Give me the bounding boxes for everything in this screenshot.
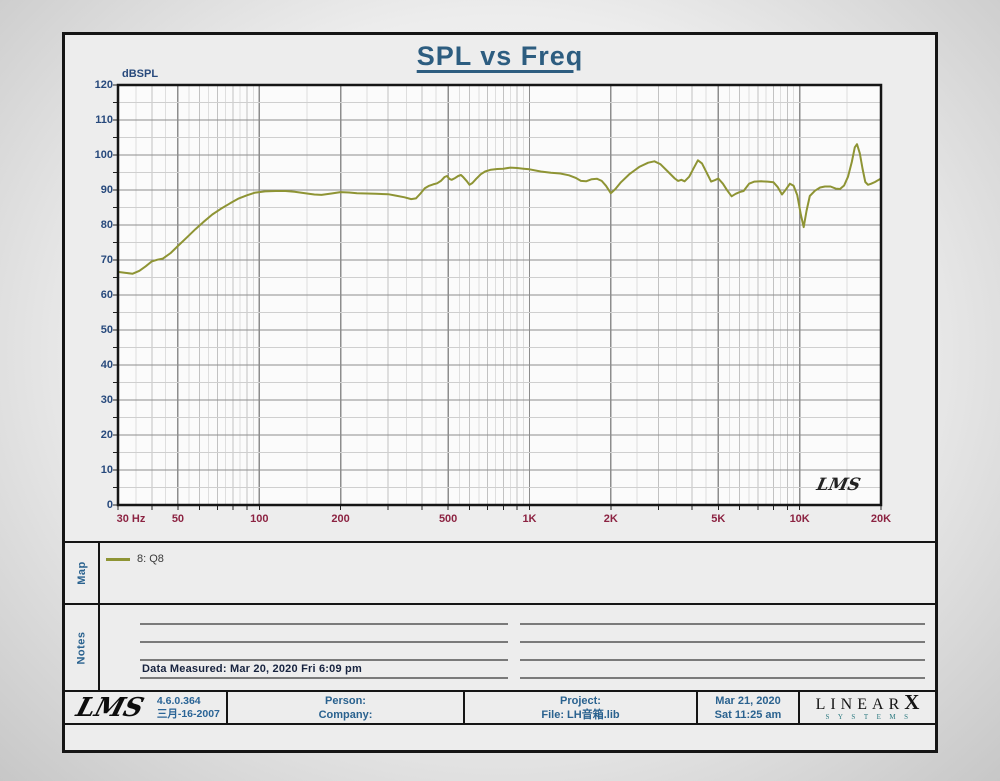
y-tick-label: 60 <box>100 289 113 301</box>
legend-label: 8: Q8 <box>137 553 164 565</box>
version-date: 三月-16-2007 <box>156 707 220 720</box>
footer-time: Sat 11:25 am <box>714 708 782 721</box>
person-label: Person: <box>325 694 366 707</box>
x-tick-label: 500 <box>438 513 458 525</box>
map-section: Map 8: Q8 <box>65 541 935 605</box>
map-label: Map <box>75 561 88 585</box>
chart-title: SPL vs Freq <box>416 41 584 71</box>
company-label: Company: <box>318 708 373 721</box>
notes-rule-line <box>140 641 508 643</box>
notes-rule-line <box>520 641 925 643</box>
notes-label: Notes <box>75 630 88 665</box>
notes-rule-line <box>140 623 508 625</box>
y-tick-label: 30 <box>100 394 113 406</box>
y-tick-label: 20 <box>100 429 113 441</box>
version-number: 4.6.0.364 <box>156 694 201 707</box>
x-tick-label: 30 Hz <box>116 513 146 525</box>
x-tick-label: 2K <box>603 513 618 525</box>
x-tick-label: 10K <box>789 513 810 525</box>
lms-window: SPL vs Freq dBSPL 120 110 100 90 80 70 60 50 40 3… <box>62 32 938 753</box>
x-tick-label: 200 <box>331 513 350 525</box>
project-label: Project: <box>560 694 601 707</box>
notes-rule-line <box>520 677 925 679</box>
footer-person-cell: Person: Company: <box>228 692 465 723</box>
y-tick-label: 40 <box>100 359 113 371</box>
y-tick-label: 50 <box>100 324 113 336</box>
spl-vs-freq-plot <box>113 83 883 510</box>
lms-logo: LMS <box>72 692 148 723</box>
notes-section: Notes Data Measured: Mar 20, 2020 Fri 6:… <box>65 605 935 690</box>
x-tick-label: 5K <box>711 513 726 525</box>
y-tick-label: 110 <box>95 114 113 126</box>
footer-version-cell: LMS 4.6.0.364 三月-16-2007 <box>65 692 228 723</box>
lms-plot-signature: LMS <box>814 475 863 495</box>
footer-project-cell: Project: File: LH音箱.lib <box>465 692 698 723</box>
x-tick-label: 50 <box>171 513 185 525</box>
notes-content: Data Measured: Mar 20, 2020 Fri 6:09 pm <box>100 605 935 690</box>
y-tick-label: 70 <box>100 254 113 266</box>
map-content: 8: Q8 <box>100 543 935 603</box>
y-tick-label: 0 <box>106 499 113 511</box>
linearx-logo: LINEAR X SYSTEMS <box>800 692 935 723</box>
x-tick-label: 20K <box>870 513 892 525</box>
x-tick-label: 1K <box>522 513 537 525</box>
data-measured-text: Data Measured: Mar 20, 2020 Fri 6:09 pm <box>142 663 362 675</box>
notes-rule-line <box>140 659 508 661</box>
y-tick-label: 10 <box>100 464 113 476</box>
linearx-wordmark: LINEAR X <box>815 692 920 714</box>
notes-rule-line <box>140 677 508 679</box>
footer-bar: LMS 4.6.0.364 三月-16-2007 Person: Company… <box>65 690 935 725</box>
footer-date: Mar 21, 2020 <box>715 694 781 707</box>
notes-section-strip: Notes <box>65 605 100 690</box>
map-section-strip: Map <box>65 543 100 603</box>
file-label: File: LH音箱.lib <box>541 708 620 721</box>
footer-date-cell: Mar 21, 2020 Sat 11:25 am <box>698 692 800 723</box>
y-tick-label: 90 <box>100 184 113 196</box>
y-tick-label: 100 <box>94 149 113 161</box>
notes-rule-line <box>520 659 925 661</box>
x-tick-label: 100 <box>250 513 269 525</box>
legend-swatch <box>106 557 130 561</box>
y-tick-label: 120 <box>94 79 113 91</box>
y-tick-label: 80 <box>100 219 113 231</box>
legend-item: 8: Q8 <box>106 553 164 565</box>
linearx-systems-label: SYSTEMS <box>825 713 917 721</box>
notes-rule-line <box>520 623 925 625</box>
y-axis-unit-label: dBSPL <box>122 68 159 80</box>
